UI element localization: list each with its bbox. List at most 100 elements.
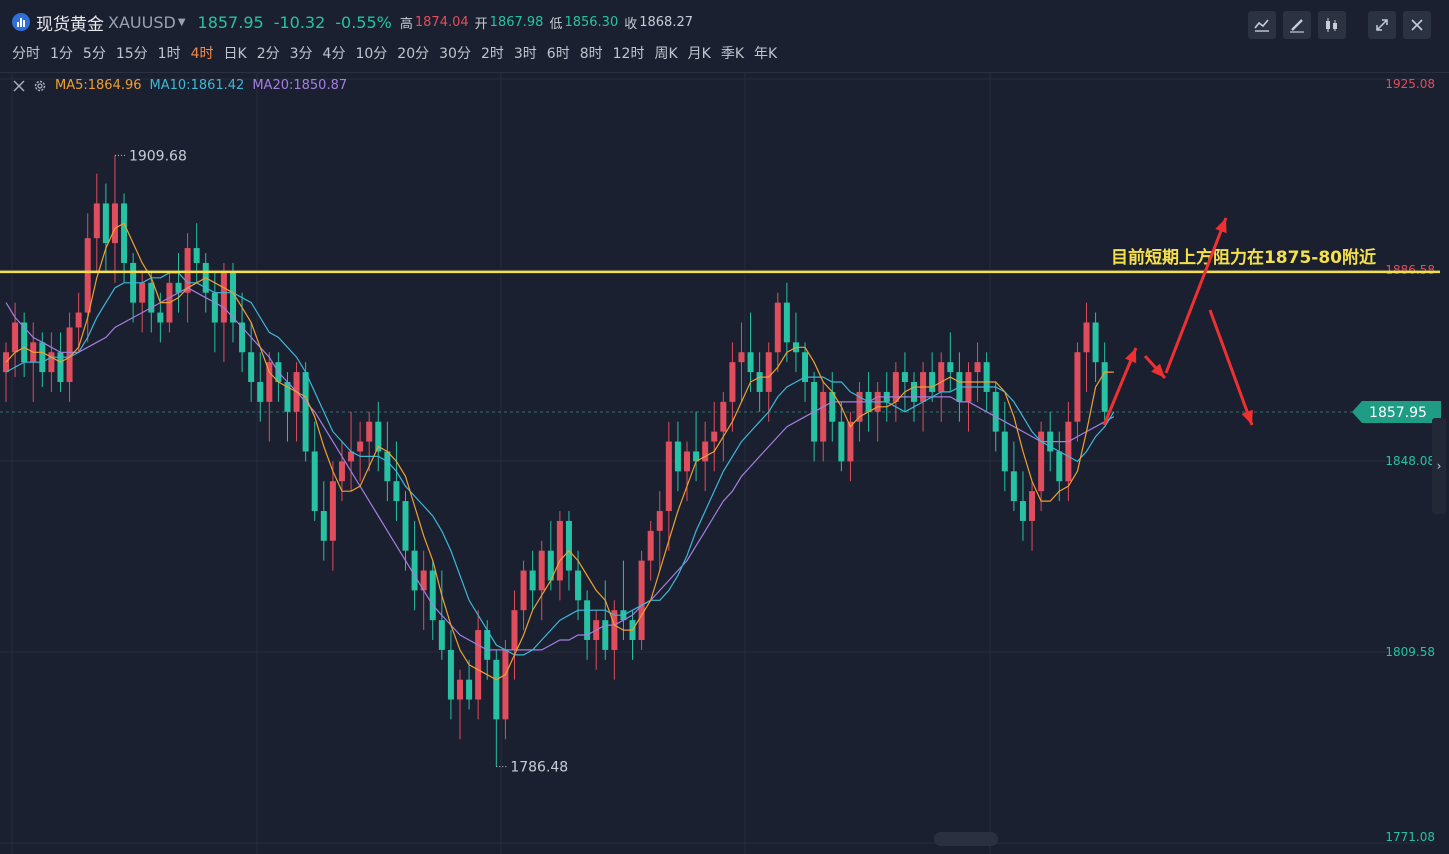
candle-body [220, 272, 227, 323]
candle-body [466, 679, 473, 700]
candle-body [75, 312, 82, 328]
close-value: 1868.27 [639, 14, 693, 30]
draw-icon [1290, 19, 1304, 33]
candle-body [756, 372, 763, 392]
candle-body [802, 352, 809, 383]
period-tab[interactable]: 5分 [82, 46, 106, 62]
forecast-arrowhead [1215, 218, 1227, 234]
candle-body [1001, 431, 1008, 472]
symbol-code[interactable]: XAUUSD [108, 12, 176, 32]
candle-body [720, 401, 727, 432]
period-tab[interactable]: 1时 [157, 46, 181, 62]
period-tab[interactable]: 2时 [480, 46, 504, 62]
symbol-dropdown-icon[interactable]: ▼ [177, 16, 186, 28]
ma5-line [5, 222, 1114, 681]
candle-body [1101, 362, 1108, 412]
candle-body [1029, 491, 1036, 521]
price-change-pct: -0.55% [335, 12, 392, 32]
period-tab[interactable]: 2分 [256, 46, 280, 62]
candle-body [838, 421, 845, 462]
candle-body [384, 451, 391, 482]
candle-body [911, 382, 917, 402]
close-label: 收 [624, 16, 638, 32]
candle-body [111, 203, 118, 244]
candle-body [547, 550, 554, 581]
candle-body [1074, 352, 1081, 422]
period-tab[interactable]: 日K [223, 46, 247, 62]
candle-body [284, 382, 291, 412]
candle-body [39, 342, 46, 373]
candle-style-button[interactable] [1318, 11, 1346, 39]
high-value: 1874.04 [414, 14, 469, 30]
period-tab[interactable]: 30分 [439, 46, 471, 62]
collapse-icon [1376, 19, 1388, 31]
period-tab[interactable]: 4分 [322, 46, 346, 62]
period-tab[interactable]: 4时 [190, 46, 214, 62]
candle-body [211, 292, 218, 323]
candle-body [538, 550, 545, 591]
candle-body [121, 203, 128, 263]
candle-body [12, 322, 19, 353]
collapse-button[interactable] [1368, 11, 1396, 39]
period-tab[interactable]: 3分 [289, 46, 313, 62]
draw-button[interactable] [1283, 11, 1311, 39]
indicator-button[interactable] [1248, 11, 1276, 39]
candle-body [929, 372, 936, 392]
candle-body [674, 441, 681, 472]
candle-body [102, 203, 109, 244]
candle-body [738, 352, 745, 363]
candle-body [57, 352, 64, 383]
candle-body [665, 441, 672, 512]
high-label: 高 [399, 16, 413, 32]
max-price-label: 1909.68 [129, 148, 187, 164]
candle-body [783, 302, 790, 343]
candle-body [693, 451, 700, 462]
candle-body [375, 421, 382, 452]
indicator-icon [1254, 19, 1269, 32]
period-tab[interactable]: 周K [654, 46, 678, 62]
candle-body [656, 511, 663, 531]
ma20-value: MA20:1850.87 [252, 78, 348, 93]
candle-body [257, 382, 264, 402]
period-tab[interactable]: 8时 [579, 46, 603, 62]
period-tab[interactable]: 3时 [513, 46, 537, 62]
period-tab[interactable]: 12时 [612, 46, 645, 62]
hide-indicator-icon[interactable] [13, 80, 25, 92]
candle-body [611, 610, 618, 650]
period-tab[interactable]: 10分 [355, 46, 388, 62]
period-tab[interactable]: 15分 [115, 46, 148, 62]
symbol-name[interactable]: 现货黄金 [36, 14, 104, 35]
candle-body [230, 272, 236, 323]
min-price-label: 1786.48 [510, 760, 568, 776]
candle-body [420, 570, 427, 591]
period-tab[interactable]: 1分 [50, 46, 73, 62]
candle-body [901, 372, 908, 383]
period-tab[interactable]: 分时 [12, 46, 40, 62]
indicator-settings-icon[interactable] [33, 79, 47, 93]
candle-body [84, 238, 91, 313]
period-tab[interactable]: 20分 [397, 46, 430, 62]
candle-body [602, 620, 609, 650]
ma10-line [5, 272, 1115, 656]
forecast-arrow [1208, 309, 1254, 426]
period-tab[interactable]: 年K [754, 46, 778, 62]
candle-body [266, 362, 273, 402]
candle-body [847, 421, 854, 462]
period-tab[interactable]: 季K [720, 46, 745, 62]
ma5-value: MA5:1864.96 [55, 78, 142, 93]
symbol-chart-icon [12, 13, 30, 31]
candlestick-chart[interactable]: 1925.08 1886.58 1848.08 1809.58 1771.08 1909.… [0, 72, 1449, 854]
candle-body [1056, 451, 1063, 482]
close-button[interactable] [1403, 11, 1431, 39]
candle-body [575, 570, 582, 601]
candle-body [647, 530, 654, 561]
candle-body [402, 501, 409, 551]
right-panel-expand-button[interactable]: › [1432, 418, 1446, 514]
last-price: 1857.95 [197, 12, 264, 32]
period-tab[interactable]: 6时 [546, 46, 570, 62]
candle-body [357, 441, 364, 452]
candle-body [502, 649, 509, 720]
open-label: 开 [474, 16, 488, 32]
candle-body [139, 282, 146, 303]
period-tab[interactable]: 月K [687, 46, 711, 62]
